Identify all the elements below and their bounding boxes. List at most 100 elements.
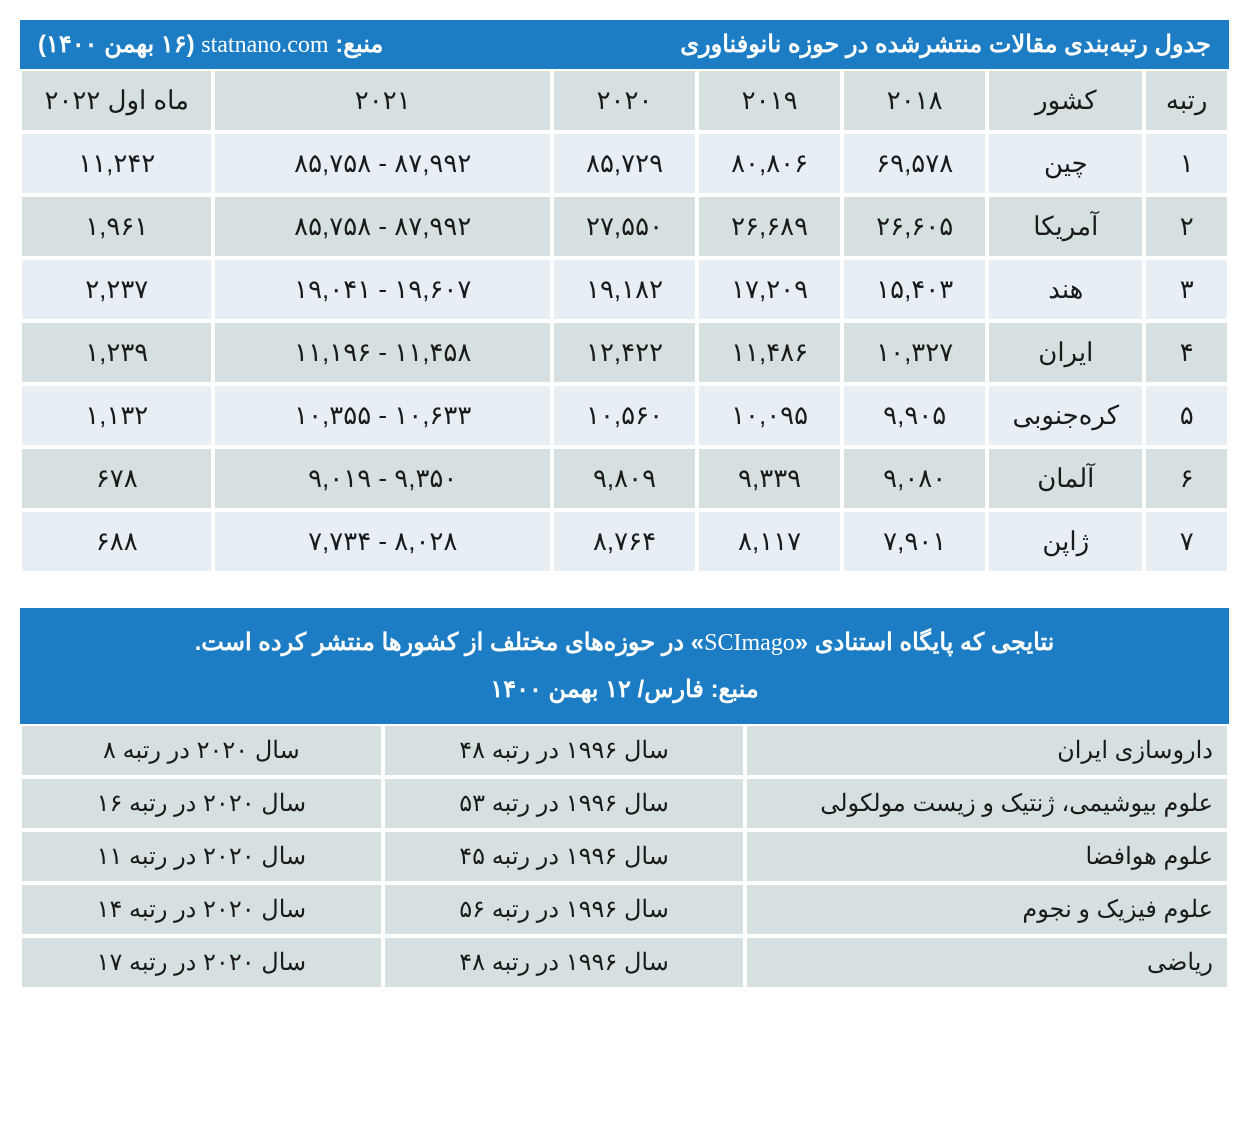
table-cell: ۸۷,۹۹۲ - ۸۵,۷۵۸	[213, 195, 552, 258]
col-2020: ۲۰۲۰	[552, 69, 697, 132]
table-row: علوم بیوشیمی، ژنتیک و زیست مولکولیسال ۱۹…	[20, 777, 1229, 830]
table-cell: ۲۶,۶۰۵	[842, 195, 987, 258]
table-cell: ۱۵,۴۰۳	[842, 258, 987, 321]
value-cell: سال ۱۹۹۶ در رتبه ۵۳	[383, 777, 746, 830]
col-2022m1: ماه اول ۲۰۲۲	[20, 69, 213, 132]
scimago-title-line2: منبع: فارس/ ۱۲ بهمن ۱۴۰۰	[38, 667, 1211, 713]
table-cell: آمریکا	[987, 195, 1144, 258]
table-row: ریاضیسال ۱۹۹۶ در رتبه ۴۸سال ۲۰۲۰ در رتبه…	[20, 936, 1229, 989]
table-cell: ۸,۷۶۴	[552, 510, 697, 573]
table-cell: ۶۷۸	[20, 447, 213, 510]
scimago-title-line1: نتایجی که پایگاه استنادی «SCImago» در حو…	[38, 620, 1211, 667]
scimago-title-pre: نتایجی که پایگاه استنادی «	[795, 629, 1055, 656]
value-cell: سال ۱۹۹۶ در رتبه ۵۶	[383, 883, 746, 936]
table-cell: ۲	[1144, 195, 1229, 258]
scimago-table: نتایجی که پایگاه استنادی «SCImago» در حو…	[20, 608, 1229, 989]
table-row: ۲آمریکا۲۶,۶۰۵۲۶,۶۸۹۲۷,۵۵۰۸۷,۹۹۲ - ۸۵,۷۵۸…	[20, 195, 1229, 258]
table-cell: ژاپن	[987, 510, 1144, 573]
table-cell: ۹,۰۸۰	[842, 447, 987, 510]
source-label: منبع:	[335, 31, 383, 58]
table-cell: ۱,۲۳۹	[20, 321, 213, 384]
nano-table-title: جدول رتبه‌بندی مقالات منتشرشده در حوزه ن…	[680, 30, 1211, 59]
table-cell: ۲,۲۳۷	[20, 258, 213, 321]
table-cell: ۸۵,۷۲۹	[552, 132, 697, 195]
table-cell: ۱۱,۴۵۸ - ۱۱,۱۹۶	[213, 321, 552, 384]
table-cell: ۷	[1144, 510, 1229, 573]
topic-cell: علوم هوافضا	[745, 830, 1229, 883]
table-cell: ۱۰,۶۳۳ - ۱۰,۳۵۵	[213, 384, 552, 447]
table-cell: ۸۰,۸۰۶	[697, 132, 842, 195]
value-cell: سال ۲۰۲۰ در رتبه ۱۶	[20, 777, 383, 830]
table-cell: ۱۹,۱۸۲	[552, 258, 697, 321]
table-cell: ۸,۰۲۸ - ۷,۷۳۴	[213, 510, 552, 573]
nano-table-body: رتبه کشور ۲۰۱۸ ۲۰۱۹ ۲۰۲۰ ۲۰۲۱ ماه اول ۲۰…	[20, 69, 1229, 573]
col-2018: ۲۰۱۸	[842, 69, 987, 132]
table-cell: ۱	[1144, 132, 1229, 195]
table-cell: ۴	[1144, 321, 1229, 384]
table-cell: ۷,۹۰۱	[842, 510, 987, 573]
table-cell: چین	[987, 132, 1144, 195]
table-cell: کره‌جنوبی	[987, 384, 1144, 447]
table-row: ۳هند۱۵,۴۰۳۱۷,۲۰۹۱۹,۱۸۲۱۹,۶۰۷ - ۱۹,۰۴۱۲,۲…	[20, 258, 1229, 321]
table-row: ۴ایران۱۰,۳۲۷۱۱,۴۸۶۱۲,۴۲۲۱۱,۴۵۸ - ۱۱,۱۹۶۱…	[20, 321, 1229, 384]
topic-cell: ریاضی	[745, 936, 1229, 989]
table-cell: ۱۰,۳۲۷	[842, 321, 987, 384]
table-cell: ۹,۳۵۰ - ۹,۰۱۹	[213, 447, 552, 510]
topic-cell: علوم بیوشیمی، ژنتیک و زیست مولکولی	[745, 777, 1229, 830]
value-cell: سال ۲۰۲۰ در رتبه ۸	[20, 724, 383, 777]
nano-table-header: جدول رتبه‌بندی مقالات منتشرشده در حوزه ن…	[20, 20, 1229, 69]
table-cell: هند	[987, 258, 1144, 321]
col-2019: ۲۰۱۹	[697, 69, 842, 132]
table-cell: ۶۸۸	[20, 510, 213, 573]
table-header-row: رتبه کشور ۲۰۱۸ ۲۰۱۹ ۲۰۲۰ ۲۰۲۱ ماه اول ۲۰…	[20, 69, 1229, 132]
table-cell: ۲۷,۵۵۰	[552, 195, 697, 258]
value-cell: سال ۲۰۲۰ در رتبه ۱۴	[20, 883, 383, 936]
table-cell: ۵	[1144, 384, 1229, 447]
table-cell: ۱,۱۳۲	[20, 384, 213, 447]
table-row: علوم فیزیک و نجومسال ۱۹۹۶ در رتبه ۵۶سال …	[20, 883, 1229, 936]
table-cell: ۲۶,۶۸۹	[697, 195, 842, 258]
value-cell: سال ۱۹۹۶ در رتبه ۴۸	[383, 936, 746, 989]
topic-cell: داروسازی ایران	[745, 724, 1229, 777]
scimago-header: نتایجی که پایگاه استنادی «SCImago» در حو…	[20, 608, 1229, 724]
table-row: داروسازی ایرانسال ۱۹۹۶ در رتبه ۴۸سال ۲۰۲…	[20, 724, 1229, 777]
value-cell: سال ۱۹۹۶ در رتبه ۴۸	[383, 724, 746, 777]
value-cell: سال ۲۰۲۰ در رتبه ۱۷	[20, 936, 383, 989]
topic-cell: علوم فیزیک و نجوم	[745, 883, 1229, 936]
source-site: statnano.com	[201, 32, 328, 58]
table-cell: ۳	[1144, 258, 1229, 321]
col-rank: رتبه	[1144, 69, 1229, 132]
value-cell: سال ۱۹۹۶ در رتبه ۴۵	[383, 830, 746, 883]
table-cell: ۱,۹۶۱	[20, 195, 213, 258]
table-cell: ۶	[1144, 447, 1229, 510]
table-row: ۱چین۶۹,۵۷۸۸۰,۸۰۶۸۵,۷۲۹۸۷,۹۹۲ - ۸۵,۷۵۸۱۱,…	[20, 132, 1229, 195]
scimago-table-body: داروسازی ایرانسال ۱۹۹۶ در رتبه ۴۸سال ۲۰۲…	[20, 724, 1229, 989]
table-row: ۷ژاپن۷,۹۰۱۸,۱۱۷۸,۷۶۴۸,۰۲۸ - ۷,۷۳۴۶۸۸	[20, 510, 1229, 573]
scimago-title-site: SCImago	[704, 630, 795, 656]
table-cell: ۱۰,۰۹۵	[697, 384, 842, 447]
source-date: (۱۶ بهمن ۱۴۰۰)	[38, 31, 195, 58]
value-cell: سال ۲۰۲۰ در رتبه ۱۱	[20, 830, 383, 883]
col-country: کشور	[987, 69, 1144, 132]
table-cell: ۹,۹۰۵	[842, 384, 987, 447]
nano-ranking-table: جدول رتبه‌بندی مقالات منتشرشده در حوزه ن…	[20, 20, 1229, 573]
nano-table-source: منبع: statnano.com (۱۶ بهمن ۱۴۰۰)	[38, 30, 383, 59]
scimago-title-post: » در حوزه‌های مختلف از کشورها منتشر کرده…	[195, 629, 704, 656]
table-cell: ۱۰,۵۶۰	[552, 384, 697, 447]
table-cell: ۹,۸۰۹	[552, 447, 697, 510]
table-cell: ۱۷,۲۰۹	[697, 258, 842, 321]
table-cell: ۸,۱۱۷	[697, 510, 842, 573]
table-cell: ایران	[987, 321, 1144, 384]
table-row: ۵کره‌جنوبی۹,۹۰۵۱۰,۰۹۵۱۰,۵۶۰۱۰,۶۳۳ - ۱۰,۳…	[20, 384, 1229, 447]
table-row: ۶آلمان۹,۰۸۰۹,۳۳۹۹,۸۰۹۹,۳۵۰ - ۹,۰۱۹۶۷۸	[20, 447, 1229, 510]
table-row: علوم هوافضاسال ۱۹۹۶ در رتبه ۴۵سال ۲۰۲۰ د…	[20, 830, 1229, 883]
table-cell: ۱۲,۴۲۲	[552, 321, 697, 384]
table-cell: ۱۹,۶۰۷ - ۱۹,۰۴۱	[213, 258, 552, 321]
col-2021: ۲۰۲۱	[213, 69, 552, 132]
table-cell: ۹,۳۳۹	[697, 447, 842, 510]
table-cell: ۱۱,۴۸۶	[697, 321, 842, 384]
table-cell: آلمان	[987, 447, 1144, 510]
table-cell: ۱۱,۲۴۲	[20, 132, 213, 195]
table-cell: ۶۹,۵۷۸	[842, 132, 987, 195]
table-cell: ۸۷,۹۹۲ - ۸۵,۷۵۸	[213, 132, 552, 195]
